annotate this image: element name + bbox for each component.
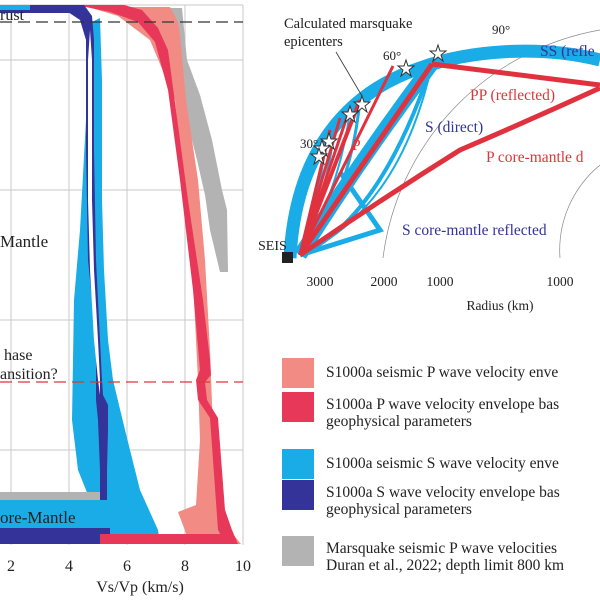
radius-tick: 1000 — [427, 274, 454, 289]
angle-label-30: 30° — [300, 136, 318, 151]
epicenter-leader — [335, 51, 363, 97]
s-geophys-envelope — [64, 5, 108, 544]
inner-arc — [382, 29, 600, 259]
mantle-label: Mantle — [0, 232, 48, 251]
p-rays — [297, 61, 600, 258]
phase-label-2: ansition? — [0, 366, 58, 383]
epicenter-stars — [309, 43, 448, 166]
velocity-chart: rust Mantle hase ansition? ore-Mantle 2 … — [0, 4, 251, 596]
x-tick-label: 4 — [65, 558, 73, 575]
legend-text: S1000a S wave velocity envelope bas — [326, 484, 560, 501]
angle-label-90: 90° — [492, 22, 510, 37]
s-core-label: S core-mantle reflected — [402, 222, 547, 239]
crust-label: rust — [0, 7, 25, 24]
pp-label: PP (reflected) — [470, 87, 555, 104]
phase-label-1: hase — [4, 347, 32, 364]
core-mantle-label: ore-Mantle — [0, 508, 76, 527]
legend-text: geophysical parameters — [326, 413, 472, 430]
legend-swatch — [282, 449, 314, 479]
ss-label: SS (refle — [540, 43, 595, 60]
legend-text: S1000a seismic S wave velocity enve — [326, 455, 559, 472]
legend-text: S1000a seismic P wave velocity enve — [326, 364, 559, 381]
radius-tick: 1000 — [547, 274, 574, 289]
core-s-geophys — [0, 528, 110, 544]
seis-marker — [282, 252, 293, 263]
legend-swatch — [282, 480, 314, 510]
legend-swatch — [282, 392, 314, 422]
ray-diagram: Calculated marsquake epicenters 60° 90° … — [258, 16, 600, 313]
radius-tick: 2000 — [371, 274, 398, 289]
epicenters-label-1: Calculated marsquake — [284, 16, 412, 32]
p-geophys-envelope — [76, 5, 238, 544]
s-seismic-envelope — [72, 18, 160, 544]
crust-band-cyan — [0, 5, 30, 10]
radius-tick: 3000 — [307, 274, 334, 289]
x-tick-label: 6 — [123, 558, 131, 575]
legend-text: Marsquake seismic P wave velocities — [326, 540, 558, 557]
x-tick-label: 10 — [235, 558, 251, 575]
core-p-bottom — [100, 534, 230, 544]
core-arc — [559, 164, 600, 259]
legend-swatch — [282, 536, 314, 566]
legend-swatch — [282, 358, 314, 388]
radius-axis-label: Radius (km) — [466, 298, 533, 313]
legend-text: Duran et al., 2022; depth limit 800 km — [326, 557, 565, 574]
seis-label: SEIS — [258, 239, 287, 254]
s-direct-label: S (direct) — [425, 119, 483, 136]
angle-label-60: 60° — [383, 48, 401, 63]
x-tick-label: 2 — [7, 558, 15, 575]
crust-band — [0, 5, 78, 13]
x-axis-label: Vs/Vp (km/s) — [96, 579, 184, 596]
core-s-fill — [0, 500, 110, 530]
x-tick-label: 8 — [181, 558, 189, 575]
p-core-label: P core-mantle d — [486, 149, 584, 166]
p-seismic-envelope — [88, 7, 241, 544]
p-label: P — [352, 137, 361, 154]
legend-text: geophysical parameters — [326, 501, 472, 518]
legend-text: S1000a P wave velocity envelope bas — [326, 396, 560, 413]
s-inner-gap — [88, 30, 100, 395]
marsquake-p-band — [152, 8, 228, 272]
epicenters-label-2: epicenters — [284, 34, 343, 50]
